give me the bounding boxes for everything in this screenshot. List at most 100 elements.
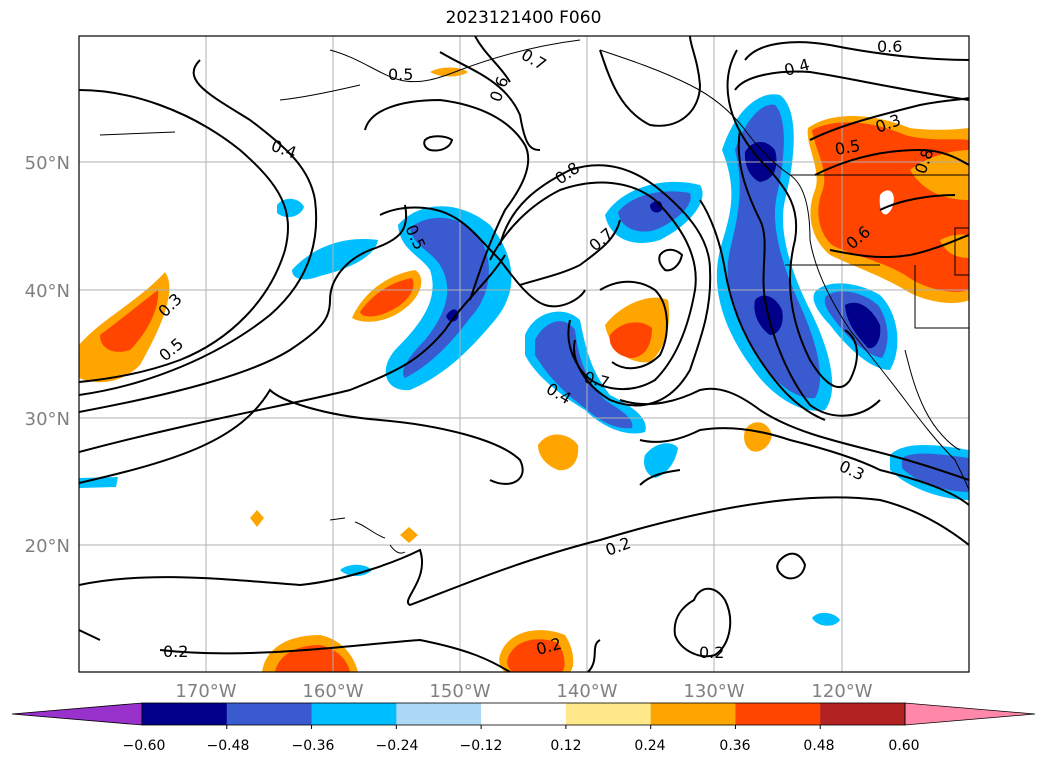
positive-anomaly-core <box>609 322 652 358</box>
contour-line <box>639 469 681 486</box>
colorbar-segment <box>820 703 906 725</box>
contour-line <box>673 587 732 658</box>
contour-label: 0.5 <box>833 136 861 159</box>
contour-label: 0.8 <box>551 158 583 188</box>
coastlines <box>99 39 969 554</box>
coastline <box>389 544 406 554</box>
contour-line <box>79 59 318 396</box>
contour-label: 0.2 <box>699 643 724 662</box>
positive-anomaly-region <box>538 434 579 471</box>
contour-label: 0.2 <box>163 642 188 661</box>
colorbar-segment <box>142 703 228 725</box>
colorbar-tick-label: −0.36 <box>292 738 335 754</box>
contour-line <box>439 51 541 151</box>
colorbar-segment <box>226 703 313 725</box>
positive-anomaly-core <box>100 290 159 352</box>
contour-line <box>79 496 969 607</box>
contour-line <box>599 36 702 127</box>
positive-anomaly-region <box>250 510 264 527</box>
positive-anomaly-region <box>744 422 772 452</box>
colorbar-segment <box>650 703 736 725</box>
contour-line <box>814 148 969 176</box>
colorbar-tick-label: 0.60 <box>888 738 919 754</box>
contour-label: 0.4 <box>782 55 812 80</box>
contour-line <box>744 41 969 61</box>
contour-line <box>79 89 289 383</box>
negative-anomaly-region <box>644 443 678 478</box>
contour-line <box>587 639 601 672</box>
map-frame <box>78 35 970 673</box>
contour-line <box>734 70 969 101</box>
coastline <box>904 349 961 451</box>
positive-anomaly-region <box>400 527 418 543</box>
colorbar-tick-label: 0.12 <box>550 738 581 754</box>
negative-anomaly-core <box>446 309 459 322</box>
positive-anomaly-core <box>360 278 414 317</box>
contour-line <box>364 98 530 301</box>
latitude-label: 30°N <box>25 409 70 430</box>
longitude-labels: 170°W 160°W 150°W 140°W 130°W 120°W <box>175 681 872 702</box>
longitude-label: 140°W <box>556 681 617 702</box>
contour-line <box>737 129 881 417</box>
contour-line <box>79 388 524 485</box>
coastline <box>329 517 346 521</box>
positive-anomaly-core <box>507 639 565 672</box>
contour-line <box>489 181 697 391</box>
colorbar-extend-max <box>904 702 1036 726</box>
coastline <box>354 521 386 539</box>
positive-anomaly-region <box>430 67 468 77</box>
contour-label: 0.6 <box>877 37 902 56</box>
negative-anomaly-region <box>277 198 304 218</box>
coastline <box>329 39 581 83</box>
colorbar-tick-label: −0.48 <box>207 738 250 754</box>
contour-line <box>79 204 408 413</box>
colorbar-tick-label: 0.48 <box>803 738 834 754</box>
contour-line <box>829 234 969 259</box>
colorbar-segment <box>311 703 397 725</box>
negative-anomaly-region <box>812 612 840 626</box>
negative-anomaly-region <box>340 564 372 576</box>
contour-line <box>519 219 621 286</box>
contour-label: 0.5 <box>155 334 187 365</box>
colorbar-frame <box>141 702 906 726</box>
map-title: 2023121400 F060 <box>445 8 602 28</box>
contour-line <box>159 638 511 672</box>
colorbar-tick-labels: −0.60 −0.48 −0.36 −0.24 −0.12 0.12 0.24 … <box>123 738 920 754</box>
colorbar-segment <box>735 703 821 725</box>
longitude-label: 170°W <box>175 681 236 702</box>
contour-label: 0.7 <box>518 45 550 74</box>
contour-line <box>599 280 668 370</box>
contour-label: 0.3 <box>836 456 867 484</box>
longitude-label: 130°W <box>683 681 744 702</box>
contour-line <box>499 164 712 407</box>
contour-line <box>658 248 684 272</box>
contour-line <box>879 194 956 211</box>
colorbar <box>11 702 1036 729</box>
latitude-labels: 50°N 40°N 30°N 20°N <box>25 153 70 557</box>
contour-line <box>423 135 454 152</box>
longitude-label: 120°W <box>811 681 872 702</box>
contour-line <box>619 387 969 481</box>
contour-line <box>699 199 826 421</box>
colorbar-tick-label: −0.24 <box>376 738 419 754</box>
longitude-label: 150°W <box>429 681 490 702</box>
colorbar-tick-label: −0.12 <box>460 738 503 754</box>
latitude-label: 50°N <box>25 153 70 174</box>
contour-line <box>79 629 101 641</box>
contour-line <box>79 254 506 453</box>
latitude-label: 20°N <box>25 536 70 557</box>
negative-anomaly-core <box>845 302 881 349</box>
colorbar-segment <box>481 703 567 725</box>
latitude-label: 40°N <box>25 281 70 302</box>
contour-line <box>379 206 586 308</box>
contour-line <box>776 552 807 580</box>
colorbar-tick-label: 0.36 <box>719 738 750 754</box>
contour-line <box>474 36 511 83</box>
colorbar-segment <box>565 703 652 725</box>
colorbar-extend-min <box>11 702 143 726</box>
colorbar-tick-label: 0.24 <box>634 738 665 754</box>
coastline <box>99 131 176 136</box>
negative-anomaly-region <box>292 239 378 280</box>
longitude-label: 160°W <box>302 681 363 702</box>
